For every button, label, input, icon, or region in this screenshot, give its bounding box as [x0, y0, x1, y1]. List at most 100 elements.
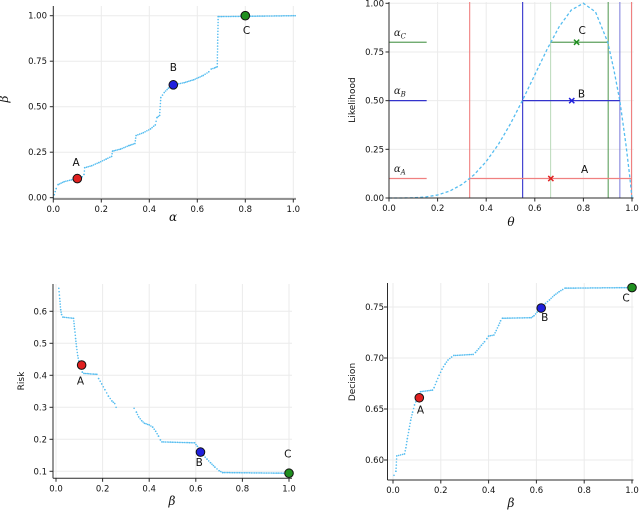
level-line: αC [389, 28, 609, 43]
level-line: αA [389, 164, 632, 180]
point-label-B: B [541, 312, 548, 324]
y-axis-label: Likelihood [348, 77, 358, 122]
y-tick-label: 0.3 [33, 403, 47, 413]
y-tick-label: 0.25 [365, 145, 384, 155]
gridlines [387, 283, 634, 480]
x-axis: 0.0 0.2 0.4 0.6 0.8 1.0 [386, 480, 639, 496]
y-tick-label: 0.00 [28, 194, 47, 204]
x-tick-label: 0.2 [96, 484, 110, 494]
y-tick-label: 0.70 [365, 354, 384, 364]
x-tick-label: 0.4 [142, 484, 156, 494]
x-axis: 0.0 0.2 0.4 0.6 0.8 1.0 [382, 198, 639, 214]
x-tick-label: 0.6 [528, 204, 542, 214]
axes-spines [388, 2, 634, 199]
point-B [168, 80, 179, 90]
point-label-B: B [196, 457, 203, 469]
y-tick-label: 0.00 [365, 194, 384, 204]
x-tick-label: 0.2 [434, 486, 448, 496]
plot-beta-vs-alpha: A B C 0.0 0.2 0.4 0.6 0.8 1.0 0.00 0.25 0.50 0.75 1.0… [0, 6, 300, 224]
point-A [414, 392, 425, 403]
x-tick-label: 1.0 [625, 486, 639, 496]
gridlines [53, 284, 292, 479]
x-axis-label: α [169, 210, 177, 224]
axes-spines [387, 283, 634, 481]
alpha-level-label: αA [394, 164, 406, 177]
y-axis-label: Risk [17, 371, 27, 390]
y-tick-label: 0.75 [365, 48, 384, 58]
y-axis-label: Decision [348, 363, 358, 401]
x-marker-C [573, 39, 580, 46]
point-label-B: B [170, 62, 177, 74]
y-tick-label: 0.25 [28, 148, 47, 158]
y-tick-label: 0.5 [33, 339, 47, 349]
point-label-B: B [578, 88, 585, 100]
axes-spines [52, 6, 296, 200]
x-tick-label: 0.0 [386, 486, 400, 496]
x-tick-label: 0.2 [95, 205, 109, 215]
point-label-A: A [77, 375, 85, 387]
y-tick-label: 0.2 [33, 435, 47, 445]
plot-decision-vs-beta: A B C 0.0 0.2 0.4 0.6 0.8 1.0 0.60 0.65 0.70 0.75 β De… [348, 282, 639, 510]
y-axis: 0.00 0.25 0.50 0.75 1.00 [28, 12, 54, 204]
point-label-C: C [622, 292, 629, 304]
x-axis-label: β [507, 496, 515, 510]
point-label-A: A [581, 164, 589, 176]
x-tick-label: 0.2 [431, 204, 445, 214]
y-tick-label: 1.00 [365, 0, 384, 9]
x-axis: 0.0 0.2 0.4 0.6 0.8 1.0 [47, 199, 301, 215]
x-tick-label: 1.0 [287, 205, 301, 215]
point-label-C: C [243, 25, 250, 37]
level-line: αB [389, 86, 620, 102]
x-tick-label: 0.8 [239, 205, 253, 215]
x-tick-label: 0.8 [236, 484, 250, 494]
point-C [284, 468, 294, 479]
y-tick-label: 0.75 [365, 303, 384, 313]
y-axis-label: β [0, 95, 11, 103]
y-tick-label: 0.50 [28, 103, 47, 113]
y-tick-label: 0.1 [33, 467, 47, 477]
x-axis: 0.0 0.2 0.4 0.6 0.8 1.0 [49, 478, 296, 494]
x-tick-label: 0.0 [382, 204, 396, 214]
x-marker-A [547, 175, 554, 182]
x-tick-label: 0.6 [530, 486, 544, 496]
x-tick-label: 0.0 [49, 484, 63, 494]
point-C [627, 282, 637, 293]
y-axis: 0.00 0.25 0.50 0.75 1.00 [365, 0, 389, 204]
x-tick-label: 0.4 [143, 205, 157, 215]
y-tick-label: 0.50 [365, 97, 384, 107]
point-C [240, 10, 251, 21]
x-tick-label: 0.6 [189, 484, 203, 494]
y-tick-label: 1.00 [28, 12, 47, 22]
point-label-C: C [579, 25, 586, 37]
point-A [76, 360, 87, 370]
x-tick-label: 0.8 [577, 204, 591, 214]
y-tick-label: 0.60 [365, 456, 384, 466]
point-B [536, 303, 546, 313]
x-tick-label: 1.0 [625, 204, 639, 214]
y-tick-label: 0.4 [33, 371, 47, 381]
alpha-level-label: αC [394, 28, 407, 41]
x-tick-label: 0.4 [479, 204, 493, 214]
data-series-curve [393, 286, 634, 477]
y-axis: 0.60 0.65 0.70 0.75 [365, 303, 388, 466]
x-tick-label: 0.8 [577, 486, 591, 496]
x-tick-label: 0.6 [191, 205, 205, 215]
data-series-curve [58, 287, 292, 475]
x-axis-label: β [168, 494, 176, 508]
point-B [195, 447, 206, 457]
x-marker-B [568, 97, 575, 104]
point-label-A: A [417, 405, 425, 417]
point-A [72, 173, 83, 184]
y-tick-label: 0.6 [33, 307, 47, 317]
x-axis-label: θ [507, 215, 515, 229]
x-tick-label: 1.0 [282, 484, 296, 494]
x-tick-label: 0.0 [47, 205, 61, 215]
gridlines [52, 6, 296, 199]
y-tick-label: 0.75 [28, 57, 47, 67]
x-tick-label: 0.4 [482, 486, 496, 496]
y-axis: 0.1 0.2 0.3 0.4 0.5 0.6 [33, 307, 53, 477]
data-series-curve [389, 2, 633, 199]
